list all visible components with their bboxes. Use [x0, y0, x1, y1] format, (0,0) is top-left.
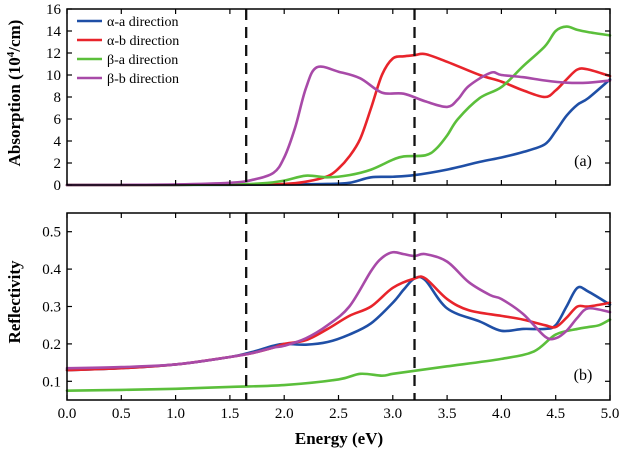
- y-tick-label: 10: [46, 68, 61, 84]
- x-tick-label: 4.5: [546, 406, 565, 422]
- panel-a-label: (a): [574, 153, 592, 170]
- y-tick-label: 0.2: [42, 337, 61, 353]
- legend: α-a direction α-b direction β-a direction β…: [77, 15, 179, 87]
- legend-item-alpha-b-direction: α-b direction: [77, 34, 179, 49]
- panel-b-x-ticks: 0.0 0.5 1.0 1.5 2.0 2.5 3.0 3.5 4.0 4.5 5.0: [58, 213, 620, 422]
- panel-b-vlines: [245, 213, 416, 400]
- legend-item-beta-b-direction: β-b direction: [77, 72, 179, 87]
- x-tick-label: 4.0: [492, 406, 511, 422]
- y-label-tail: /cm): [5, 20, 24, 53]
- panel-a-y-axis-label: Absorption (104/cm): [5, 20, 24, 167]
- x-tick-label: 3.5: [438, 406, 457, 422]
- panel-b-reflectivity: 0.1 0.2 0.3 0.4 0.5 0.0 0.5 1.0 1.5 2.0 2.5 3.0 3.5…: [5, 212, 620, 448]
- legend-label: β-a direction: [107, 53, 178, 68]
- panel-a-vlines: [245, 9, 416, 185]
- series-line-beta-b-direction: [65, 250, 612, 370]
- series-line-beta-a-direction: [65, 318, 612, 392]
- y-tick-label: 0.5: [42, 225, 61, 241]
- y-label-main: Absorption (10: [5, 57, 24, 166]
- y-tick-label: 2: [54, 156, 62, 172]
- panel-b-label: (b): [574, 367, 593, 384]
- panel-b-frame: [66, 212, 611, 401]
- y-tick-label: 8: [54, 90, 62, 106]
- panel-a-y-ticks: 0 2 4 6 8 10 12 14 16: [46, 2, 610, 194]
- panel-b-y-axis-label: Reflectivity: [5, 260, 24, 344]
- legend-label: α-a direction: [107, 15, 178, 30]
- y-tick-label: 6: [54, 112, 62, 128]
- y-tick-label: 0.3: [42, 300, 61, 316]
- y-tick-label: 16: [46, 2, 62, 18]
- y-tick-label: 4: [54, 134, 62, 150]
- series-line-beta-b-direction: [65, 65, 612, 187]
- panel-a-x-ticks: [66, 9, 611, 185]
- x-tick-label: 5.0: [601, 406, 620, 422]
- y-tick-label: 12: [46, 46, 61, 62]
- y-label-superscript: 4: [5, 51, 17, 57]
- legend-label: β-b direction: [107, 72, 179, 87]
- x-tick-label: 2.5: [329, 406, 348, 422]
- legend-item-beta-a-direction: β-a direction: [77, 53, 178, 68]
- panel-b-curves: [65, 250, 612, 392]
- panel-b-y-ticks: 0.1 0.2 0.3 0.4 0.5: [42, 225, 610, 390]
- y-tick-label: 0: [54, 178, 62, 194]
- x-tick-label: 3.0: [383, 406, 402, 422]
- legend-item-alpha-a-direction: α-a direction: [77, 15, 178, 30]
- legend-label: α-b direction: [107, 34, 179, 49]
- series-line-beta-a-direction: [65, 25, 612, 187]
- x-tick-label: 0.0: [58, 406, 77, 422]
- x-tick-label: 2.0: [275, 406, 294, 422]
- x-axis-label: Energy (eV): [295, 429, 383, 448]
- x-tick-label: 1.5: [221, 406, 240, 422]
- y-tick-label: 0.4: [42, 262, 61, 278]
- series-line-alpha-b-direction: [65, 52, 612, 187]
- x-tick-label: 0.5: [112, 406, 131, 422]
- y-tick-label: 0.1: [42, 374, 61, 390]
- y-tick-label: 14: [46, 24, 62, 40]
- series-line-alpha-b-direction: [65, 275, 612, 372]
- x-tick-label: 1.0: [166, 406, 185, 422]
- panel-a-curves: [65, 25, 612, 187]
